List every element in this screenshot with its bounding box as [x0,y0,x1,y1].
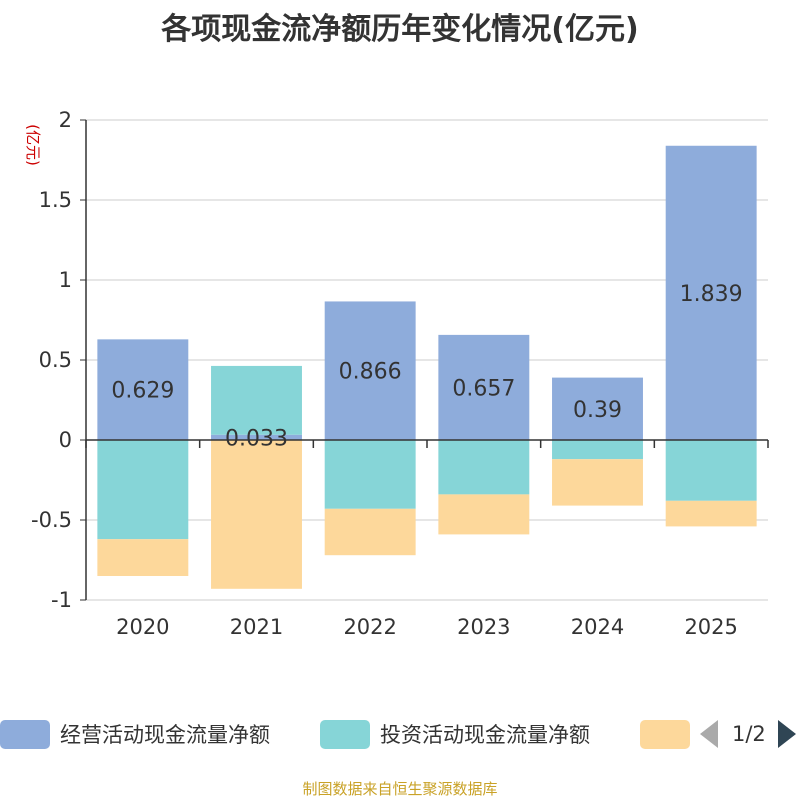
x-tick-label-2020: 2020 [116,615,169,639]
bar-2025-series0 [665,145,757,440]
data-label-2022: 0.866 [339,360,402,385]
chart-title: 各项现金流净额历年变化情况(亿元) [161,12,639,47]
y-tick-label: 0.5 [39,348,72,372]
y-tick-label: 1 [59,268,72,292]
legend-item-financing[interactable] [640,716,690,752]
data-label-2024: 0.39 [573,398,622,423]
data-label-2025: 1.839 [680,282,743,307]
x-tick-label-2022: 2022 [343,615,396,639]
bar-2021-series1 [211,365,302,435]
legend-label-investing: 投资活动现金流量净额 [380,723,590,747]
bar-2020-series0 [97,339,189,440]
bar-2021-series0 [211,434,302,440]
data-label-2023: 0.657 [452,376,515,401]
data-labels: 0.629 0.033 0.866 0.657 0.39 1.839 [111,282,742,451]
next-page-icon[interactable] [777,720,796,748]
bar-2024-series0 [552,377,643,440]
bar-2024-series1 [552,440,643,460]
bar-2023-series2 [438,494,530,535]
prev-page-icon[interactable] [700,720,718,748]
x-tick-label-2024: 2024 [571,615,624,639]
data-source-note: 制图数据来自恒生聚源数据库 [302,780,498,798]
legend-label-operating: 经营活动现金流量净额 [60,723,270,747]
axes: 2 1.5 1 0.5 0 -0.5 -1 2020 2021 2022 2023 2024 2025 [31,108,769,639]
y-tick-label: -0.5 [31,508,72,532]
bar-2022-series0 [324,301,416,440]
bar-2020-series2 [97,539,189,576]
y-tick-label: -1 [51,588,72,612]
bars [97,145,757,589]
legend-item-investing[interactable]: 投资活动现金流量净额 [320,716,590,752]
bar-2024-series2 [552,459,643,506]
y-tick-label: 1.5 [39,188,72,212]
grid-lines [86,119,768,601]
data-label-2021: 0.033 [225,426,288,451]
x-tick-label-2021: 2021 [230,615,283,639]
legend-pager: 1/2 [700,716,796,752]
legend-item-operating[interactable]: 经营活动现金流量净额 [0,716,270,752]
bar-2021-series2 [211,440,302,589]
legend-swatch-operating [0,719,50,749]
x-tick-label-2025: 2025 [684,615,737,639]
bar-2025-series2 [665,500,757,527]
bar-2025-series1 [665,440,757,501]
bar-2022-series2 [324,508,416,556]
legend-swatch-investing [320,719,370,749]
y-tick-label: 0 [59,428,72,452]
bar-2020-series1 [97,440,189,540]
y-axis-label: (亿元) [24,124,42,166]
legend-page-indicator: 1/2 [732,722,766,746]
bar-2023-series1 [438,440,530,495]
legend-swatch-financing [640,719,690,749]
data-label-2020: 0.629 [111,379,174,404]
y-tick-label: 2 [59,108,72,132]
bar-2023-series0 [438,334,530,440]
legend: 经营活动现金流量净额 投资活动现金流量净额 1/2 [0,716,800,752]
x-tick-label-2023: 2023 [457,615,510,639]
bar-2022-series1 [324,440,416,509]
